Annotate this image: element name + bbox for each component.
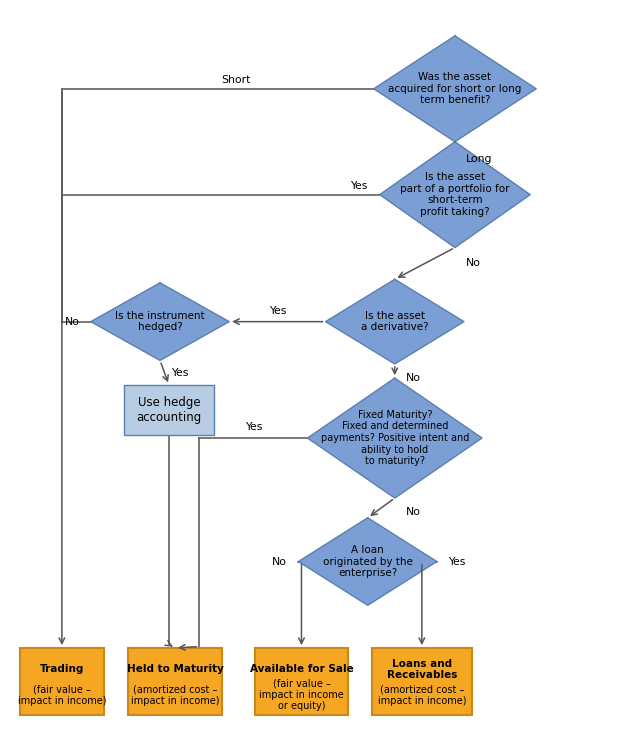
Text: No: No — [466, 258, 481, 268]
Text: Was the asset
acquired for short or long
term benefit?: Was the asset acquired for short or long… — [388, 72, 522, 105]
Text: No: No — [406, 373, 421, 383]
Bar — [124, 385, 214, 434]
Text: (fair value –
impact in income): (fair value – impact in income) — [18, 684, 106, 706]
Text: (amortized cost –
impact in income): (amortized cost – impact in income) — [131, 684, 219, 706]
Polygon shape — [374, 36, 536, 142]
Text: A loan
originated by the
enterprise?: A loan originated by the enterprise? — [323, 545, 413, 578]
Text: Yes: Yes — [171, 368, 188, 378]
Text: Held to Maturity: Held to Maturity — [127, 664, 223, 675]
Polygon shape — [298, 517, 437, 606]
Bar — [255, 648, 348, 715]
Polygon shape — [91, 283, 229, 360]
Text: No: No — [271, 556, 287, 567]
Polygon shape — [380, 142, 530, 248]
Text: Yes: Yes — [269, 306, 286, 316]
Text: Fixed Maturity?
Fixed and determined
payments? Positive intent and
ability to ho: Fixed Maturity? Fixed and determined pay… — [320, 410, 469, 466]
Text: Yes: Yes — [350, 181, 367, 191]
Polygon shape — [307, 378, 482, 498]
Text: No: No — [65, 317, 80, 326]
Text: No: No — [406, 507, 421, 517]
Polygon shape — [325, 279, 464, 364]
Text: Yes: Yes — [448, 556, 465, 567]
Text: Loans and
Receivables: Loans and Receivables — [387, 659, 457, 680]
Text: Short: Short — [221, 75, 251, 85]
Text: Is the asset
a derivative?: Is the asset a derivative? — [361, 311, 429, 332]
Text: Is the asset
part of a portfolio for
short-term
profit taking?: Is the asset part of a portfolio for sho… — [400, 172, 510, 217]
Bar — [20, 648, 104, 715]
Text: Is the instrument
hedged?: Is the instrument hedged? — [115, 311, 205, 332]
Text: Use hedge
accounting: Use hedge accounting — [137, 396, 202, 424]
Text: Trading: Trading — [40, 664, 84, 675]
Text: Yes: Yes — [245, 423, 262, 432]
Text: Long: Long — [466, 154, 492, 165]
Text: (amortized cost –
impact in income): (amortized cost – impact in income) — [377, 684, 466, 706]
Text: (fair value –
impact in income
or equity): (fair value – impact in income or equity… — [259, 678, 344, 711]
Bar — [372, 648, 472, 715]
Text: Available for Sale: Available for Sale — [250, 664, 354, 675]
Bar — [129, 648, 222, 715]
